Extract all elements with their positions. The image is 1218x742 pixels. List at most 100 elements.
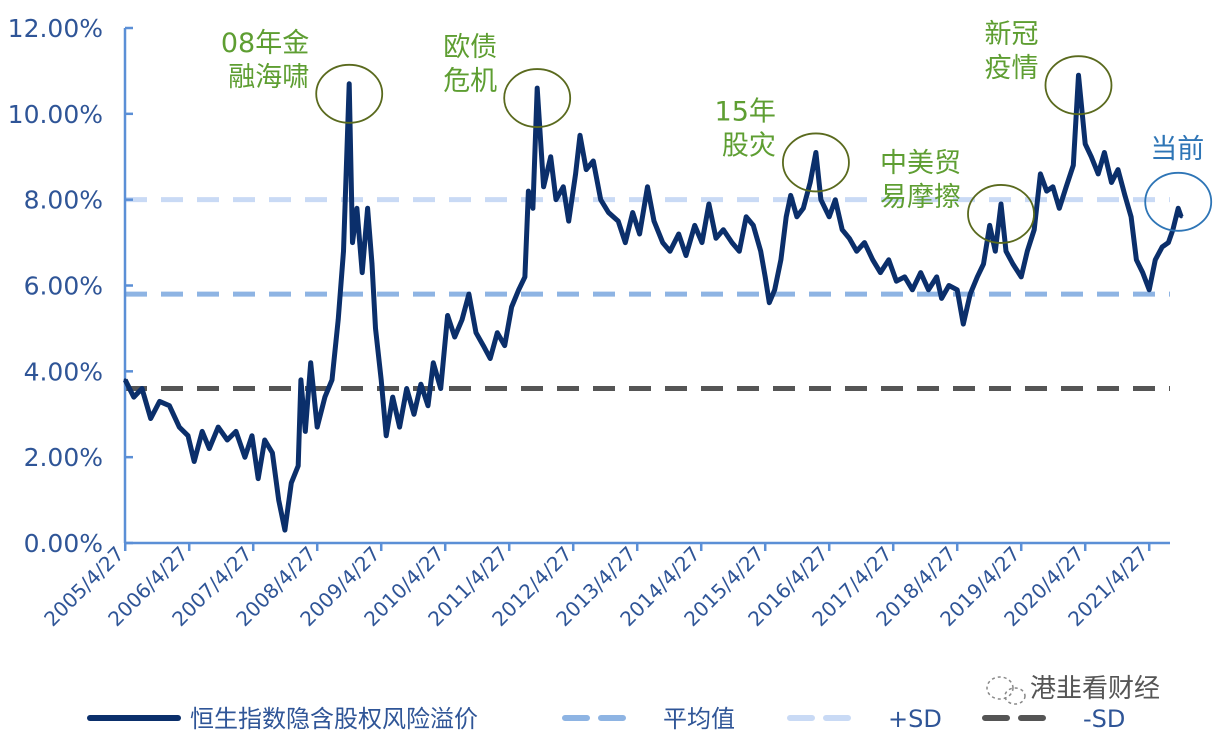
- annotation-ellipse: [782, 132, 850, 193]
- annotation-label: 当前: [1150, 134, 1204, 165]
- data-point: [1166, 241, 1170, 245]
- data-point: [277, 498, 281, 502]
- annotation-ellipse: [315, 63, 384, 124]
- series-layer: [122, 72, 1184, 533]
- data-point: [789, 193, 793, 197]
- data-point: [303, 429, 307, 433]
- data-point: [374, 326, 378, 330]
- data-point: [591, 159, 595, 163]
- data-point: [814, 150, 818, 154]
- data-point: [123, 378, 127, 382]
- data-point: [158, 399, 162, 403]
- data-point: [405, 387, 409, 390]
- data-point: [1089, 155, 1093, 159]
- data-point: [510, 305, 514, 309]
- data-point: [661, 241, 665, 245]
- legend-label: +SD: [888, 705, 942, 733]
- data-point: [988, 223, 992, 227]
- data-point: [919, 271, 923, 275]
- x-axis: 2005/4/272006/4/272007/4/272008/4/272009…: [39, 542, 1170, 631]
- watermark-text: 港韭看财经: [1030, 674, 1160, 704]
- data-point: [384, 434, 388, 438]
- data-point: [714, 236, 718, 240]
- y-tick-label: 0.00%: [24, 529, 103, 558]
- data-point: [186, 434, 190, 438]
- data-point: [784, 215, 788, 219]
- data-point: [707, 202, 711, 206]
- data-point: [1076, 73, 1080, 77]
- data-point: [677, 232, 681, 236]
- series-line-risk-premium: [122, 72, 1184, 533]
- data-point: [1032, 228, 1036, 232]
- data-point: [336, 318, 340, 322]
- data-point: [200, 429, 204, 433]
- reference-lines: [125, 197, 1170, 391]
- data-point: [999, 202, 1003, 206]
- data-point: [1051, 185, 1055, 189]
- data-point: [419, 382, 423, 386]
- data-point: [523, 275, 527, 279]
- data-point: [840, 228, 844, 232]
- data-point: [1123, 193, 1127, 197]
- annotation-label: 欧债: [443, 32, 497, 63]
- data-point: [993, 249, 997, 253]
- data-point: [721, 228, 725, 232]
- data-point: [1179, 215, 1183, 219]
- data-point: [299, 378, 303, 382]
- data-point: [460, 318, 464, 322]
- data-point: [283, 528, 287, 532]
- data-point: [871, 258, 875, 262]
- data-point: [439, 387, 443, 390]
- annotation-label: 股灾: [722, 130, 776, 161]
- legend-label: 平均值: [663, 705, 735, 733]
- data-point: [1116, 168, 1120, 172]
- legend: 恒生指数隐含股权风险溢价 平均值 +SD -SD: [87, 705, 1125, 733]
- data-point: [289, 481, 293, 485]
- data-point: [243, 455, 247, 459]
- data-point: [474, 331, 478, 335]
- data-point: [819, 198, 823, 202]
- data-point: [887, 258, 891, 262]
- data-point: [467, 292, 471, 296]
- data-point: [808, 181, 812, 184]
- data-point: [481, 344, 485, 348]
- data-point: [342, 249, 346, 253]
- annotation-label: 新冠: [984, 19, 1038, 50]
- data-point: [250, 434, 254, 438]
- data-point: [584, 168, 588, 172]
- watermark: 港韭看财经: [986, 674, 1160, 705]
- data-point: [554, 198, 558, 202]
- data-point: [391, 395, 395, 399]
- data-point: [1096, 172, 1100, 176]
- data-point: [940, 296, 944, 300]
- annotation-ellipse: [1144, 171, 1213, 232]
- data-point: [216, 425, 220, 429]
- data-point: [495, 331, 499, 335]
- data-point: [1064, 185, 1068, 189]
- data-point: [737, 249, 741, 253]
- data-point: [982, 262, 986, 266]
- data-point: [975, 275, 979, 279]
- data-point: [567, 219, 571, 223]
- data-point: [542, 185, 546, 189]
- data-point: [355, 206, 359, 210]
- data-point: [140, 387, 144, 390]
- data-point: [947, 284, 951, 287]
- data-point: [903, 275, 907, 279]
- data-point: [606, 211, 610, 215]
- data-point: [574, 172, 578, 176]
- data-point: [309, 361, 313, 365]
- data-point: [955, 288, 959, 292]
- data-point: [370, 262, 374, 266]
- data-point: [531, 206, 535, 210]
- data-point: [1129, 215, 1133, 219]
- data-point: [578, 133, 582, 137]
- data-point: [1011, 262, 1015, 266]
- data-point: [631, 211, 635, 215]
- annotation-label: 15年: [715, 96, 776, 127]
- data-point: [517, 288, 521, 292]
- data-point: [684, 253, 688, 257]
- data-point: [616, 219, 620, 223]
- data-point: [132, 395, 136, 399]
